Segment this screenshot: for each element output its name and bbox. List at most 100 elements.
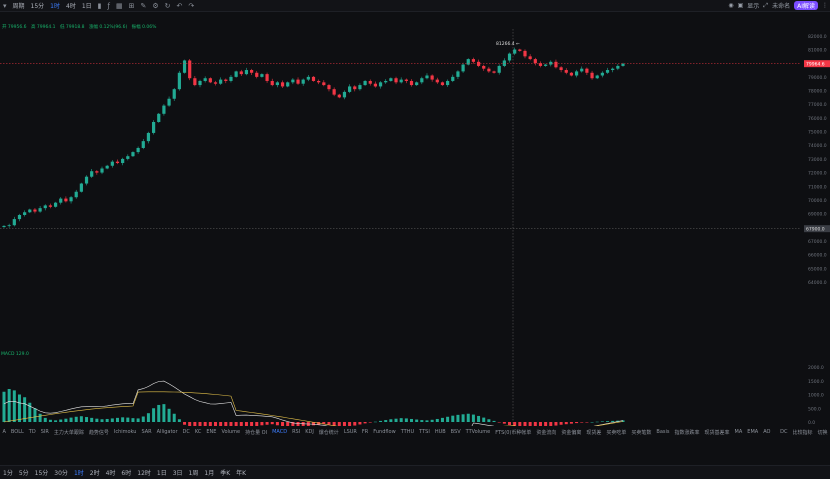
indicator-icon[interactable]: ƒ [107,1,110,10]
bottom-timeframe-1[interactable]: 5分 [18,470,29,477]
indicator-12[interactable]: Volume [221,429,241,435]
price-chart[interactable]: 82000.081000.080000.079000.078000.077000… [0,12,830,426]
timeframe-4[interactable]: 1日 [81,3,92,10]
timeframe-0[interactable]: 周期 [12,3,25,10]
more-icon[interactable]: ⋮ [822,2,828,9]
bottom-timeframe-7[interactable]: 6时 [121,470,132,477]
candle-body-116 [600,72,604,76]
ohlc-open: 开 79956.6 [2,25,27,30]
timeframe-1[interactable]: 15分 [30,3,45,10]
indicator-31[interactable]: 买卖笔数 [631,429,652,436]
bottom-timeframe-2[interactable]: 15分 [34,470,49,477]
chevron-down-icon[interactable]: ▾ [3,1,7,10]
bottom-timeframe-12[interactable]: 1月 [204,470,215,477]
indicator-16[interactable]: KDJ [305,429,314,435]
candle-body-34 [177,72,181,90]
candle-body-115 [595,75,599,79]
candle-type-icon[interactable]: ▮ [97,1,102,10]
indicator-33[interactable]: 指数涨跌率 [674,429,700,436]
indicator-22[interactable]: TTSI [419,429,430,435]
indicator-3[interactable]: SIR [40,429,49,435]
indicator-30[interactable]: 买卖吃单 [606,429,627,436]
camera-icon[interactable]: ◉ [728,2,734,9]
bottom-timeframe-9[interactable]: 1日 [156,470,167,477]
indicator-19[interactable]: FR [361,429,369,435]
macd-bar-33 [172,413,176,422]
indicator-2[interactable]: TD [28,429,36,435]
indicator-13[interactable]: 持仓量 OI [245,429,268,436]
drawing-icon[interactable]: ✎ [140,1,147,10]
expand-icon[interactable]: ⤢ [763,1,769,9]
macd-tick-3: 500.0 [808,406,821,412]
bottom-timeframe-6[interactable]: 4时 [105,470,116,477]
indicator-14[interactable]: MACD [272,429,288,435]
candle-body-50 [260,74,264,77]
indicator-1[interactable]: BOLL [10,429,24,435]
timeframe-2[interactable]: 1时 [50,3,60,10]
indicator-25[interactable]: TTVolume [465,429,491,435]
template-icon[interactable]: ▦ [115,1,123,10]
template-name-button[interactable]: 未命名 [772,3,791,10]
indicator-29[interactable]: 现货差 [586,429,602,436]
indicator-4[interactable]: 主力大单跟踪 [53,429,84,436]
indicator-24[interactable]: BSV [450,429,461,435]
bottom-timeframe-0[interactable]: 1分 [3,470,13,477]
undo-icon[interactable]: ↶ [176,1,183,10]
indicator-35[interactable]: MA [734,429,743,435]
candle-body-35 [182,60,187,73]
bottom-timeframe-11[interactable]: 1周 [188,470,199,477]
indicator-right-2[interactable]: 切换 [817,429,828,436]
indicator-5[interactable]: 趋势信号 [88,429,109,436]
bottom-timeframe-4[interactable]: 1时 [73,470,84,477]
display-button[interactable]: 显示 [747,3,760,10]
indicator-10[interactable]: KC [194,429,202,435]
candle-body-108 [559,67,563,71]
timeframe-3[interactable]: 4时 [66,3,76,10]
price-tick-1: 81000.0 [808,48,827,54]
ai-analysis-button[interactable]: AI解读 [794,1,818,10]
price-tick-4: 78000.0 [808,89,827,95]
candle-body-111 [574,71,579,76]
bottom-timeframe-10[interactable]: 3日 [172,470,183,477]
price-tick-13: 69000.0 [808,212,827,218]
indicator-right-1[interactable]: 比较指标 [792,429,813,436]
indicator-right-0[interactable]: DC [780,429,788,435]
candle-body-11 [59,198,63,203]
indicator-27[interactable]: 资金流向 [536,429,557,436]
indicator-20[interactable]: Fundflow [373,429,396,435]
indicator-6[interactable]: Ichimoku [113,429,137,435]
bottom-timeframe-5[interactable]: 2时 [89,470,100,477]
indicator-11[interactable]: ENE [206,429,217,435]
indicator-21[interactable]: TTHU [400,429,415,435]
indicator-18[interactable]: LSUR [343,429,357,435]
bottom-timeframe-3[interactable]: 30分 [54,470,68,477]
bottom-timeframe-8[interactable]: 12时 [137,470,151,477]
indicator-37[interactable]: AO [763,429,771,435]
indicator-36[interactable]: EMA [747,429,759,435]
indicator-32[interactable]: Basis [656,429,670,435]
settings-icon[interactable]: ⚙ [152,1,159,10]
redo-icon[interactable]: ↷ [188,1,195,10]
candle-body-59 [306,76,310,80]
indicator-9[interactable]: DC [182,429,190,435]
indicator-26[interactable]: FTS(0)币种帐单 [495,429,532,436]
layout-icon[interactable]: ▣ [737,2,744,9]
indicator-7[interactable]: SAR [141,429,152,435]
bottom-timeframe-14[interactable]: 年K [236,470,247,477]
indicator-0[interactable]: A [2,429,6,435]
indicator-8[interactable]: Alligator [156,429,178,435]
indicator-34[interactable]: 现货基差率 [704,429,730,436]
indicator-23[interactable]: HUB [434,429,446,435]
grid-icon[interactable]: ⊞ [128,1,135,10]
candle-body-2 [12,219,16,226]
indicator-15[interactable]: RSI [292,429,301,435]
indicator-17[interactable]: 爆仓统计 [318,429,339,436]
candle-body-29 [151,121,156,133]
macd-bar-95 [492,420,496,422]
bottom-timeframe-13[interactable]: 季K [220,470,231,477]
macd-bar-106 [549,422,553,426]
macd-bar-97 [502,422,506,424]
refresh-icon[interactable]: ↻ [164,1,171,10]
indicator-28[interactable]: 资金偏离 [561,429,582,436]
macd-bar-51 [265,422,269,425]
